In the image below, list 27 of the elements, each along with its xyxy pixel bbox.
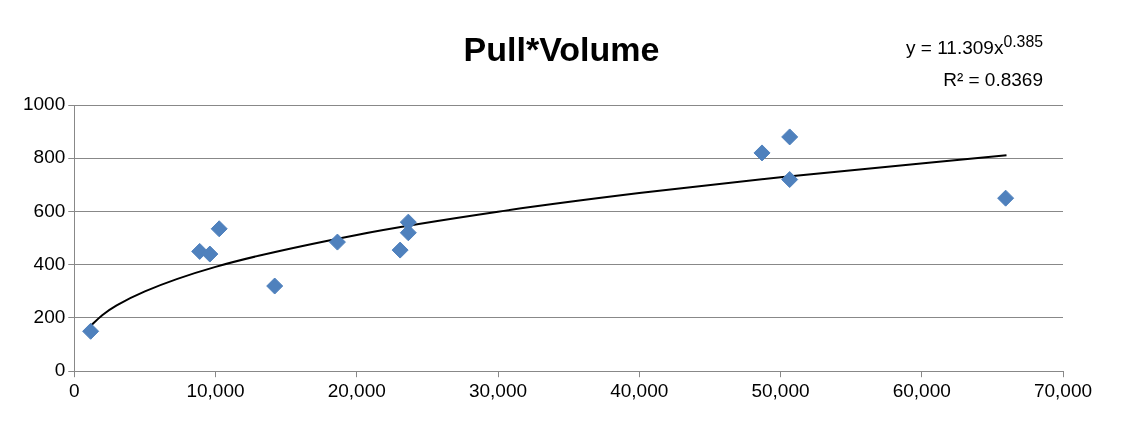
y-tick-label: 200 [33,306,66,328]
x-tick-label: 20,000 [327,379,386,401]
text: R² = 0.8369 [942,68,1043,93]
x-tick-label: 0 [68,379,80,401]
y-tick-label: 400 [33,252,66,274]
x-tick-label: 60,000 [892,379,951,401]
x-tick-label: 50,000 [751,379,810,401]
point [391,241,409,259]
point [328,233,346,251]
x-tick-label: 10,000 [186,379,245,401]
point [781,171,799,189]
y-tick-label: 0 [54,359,66,381]
point [210,220,228,238]
x-tick-label: 30,000 [468,379,528,401]
point [781,128,799,146]
point [82,322,100,340]
point [753,144,771,162]
point [201,245,219,263]
x-tick-label: 40,000 [610,379,669,401]
x-tick-label: 70,000 [1033,379,1093,401]
text: y = 11.309x$^{0.385}$ [906,32,1043,61]
y-tick-label: 600 [33,199,66,221]
point [266,277,284,295]
chart-title: Pull*Volume [463,30,660,68]
y-tick-label: 1000 [22,93,66,115]
y-tick-label: 800 [33,146,66,168]
point [997,189,1015,207]
